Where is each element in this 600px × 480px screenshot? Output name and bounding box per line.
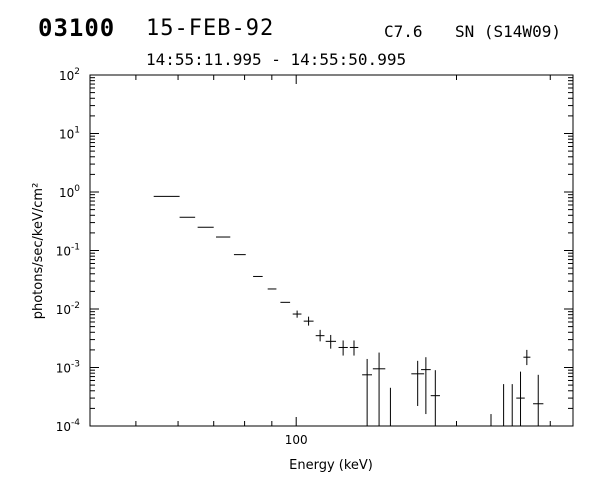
data-point [421, 357, 431, 415]
y-tick-label: 100 [59, 184, 80, 200]
data-point [338, 340, 348, 356]
data-point [349, 340, 359, 356]
data-point [362, 358, 373, 426]
y-tick-label: 101 [59, 126, 80, 142]
data-point [372, 352, 386, 426]
y-tick-label: 10-2 [56, 301, 80, 317]
data-point [315, 329, 325, 342]
x-axis-label: Energy (keV) [289, 458, 373, 473]
data-point [533, 374, 544, 426]
event-id: 03100 [38, 14, 116, 42]
data-point [292, 310, 302, 318]
x-tick-labels: 100 [285, 433, 308, 447]
x-tick-label: 100 [285, 433, 308, 447]
flare-class: C7.6 [384, 22, 423, 41]
data-point [325, 334, 337, 349]
data-point [411, 360, 425, 406]
flare-location: SN (S14W09) [455, 22, 561, 41]
axis-ticks [90, 74, 573, 427]
y-tick-label: 10-1 [56, 243, 80, 259]
event-date: 15-FEB-92 [146, 16, 275, 41]
y-axis-label: photons/sec/keV/cm² [31, 183, 46, 320]
y-tick-label: 10-4 [56, 418, 81, 434]
data-point [430, 370, 440, 426]
data-point [516, 371, 525, 426]
data-point [523, 349, 531, 366]
y-tick-labels: 102 101 100 10-1 10-2 10-3 10-4 [56, 67, 81, 434]
y-tick-label: 102 [59, 67, 80, 83]
plot-frame [89, 74, 574, 427]
y-tick-label: 10-3 [56, 360, 80, 376]
time-range: 14:55:11.995 - 14:55:50.995 [146, 50, 407, 69]
data-points [153, 195, 544, 426]
data-point [303, 316, 314, 326]
